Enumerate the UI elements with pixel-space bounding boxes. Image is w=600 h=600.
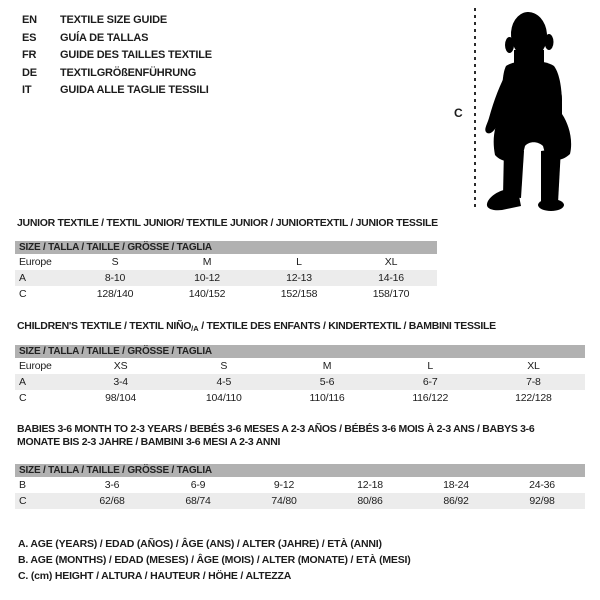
size-value-cell: 24-36 [529, 479, 555, 491]
junior-size-table: SIZE / TALLA / TAILLE / GRÖSSE / TAGLIA … [15, 241, 437, 302]
size-value-cell: 3-6 [104, 479, 120, 491]
size-value-cell: 4-5 [216, 376, 232, 388]
language-title: GUÍA DE TALLAS [60, 31, 149, 44]
row-label: A [19, 272, 26, 284]
size-value-cell: 6-9 [190, 479, 206, 491]
language-title: GUIDE DES TAILLES TEXTILE [60, 49, 212, 62]
size-value-cell: 12-18 [357, 479, 383, 491]
baby-silhouette [485, 12, 572, 211]
size-value-cell: 3-4 [113, 376, 128, 388]
size-value-cell: 18-24 [443, 479, 469, 491]
language-code: DE [22, 66, 37, 79]
size-value-cell: 12-13 [286, 272, 312, 284]
babies-table-title: BABIES 3-6 MONTH TO 2-3 YEARS / BEBÉS 3-… [17, 423, 535, 448]
size-value-cell: XS [113, 360, 128, 372]
children-title-sub: /A [191, 324, 199, 333]
table-row: A 8-10 10-12 12-13 14-16 [15, 270, 437, 286]
babies-size-table: SIZE / TALLA / TAILLE / GRÖSSE / TAGLIA … [15, 464, 585, 509]
language-title: GUIDA ALLE TAGLIE TESSILI [60, 84, 209, 97]
size-value-cell: 128/140 [96, 288, 134, 300]
language-row-es: ES GUÍA DE TALLAS [22, 30, 212, 48]
language-row-en: EN TEXTILE SIZE GUIDE [22, 12, 212, 30]
footnotes: A. AGE (YEARS) / EDAD (AÑOS) / ÂGE (ANS)… [18, 536, 411, 584]
row-label: C [19, 288, 27, 300]
language-code: FR [22, 49, 37, 62]
language-code: ES [22, 31, 37, 44]
size-value-cell: 92/98 [529, 495, 555, 507]
size-value-cell: M [322, 360, 332, 372]
note-b: B. AGE (MONTHS) / EDAD (MESES) / ÂGE (MO… [18, 554, 411, 566]
height-figure: C [440, 0, 600, 220]
size-value-cell: 5-6 [319, 376, 335, 388]
size-value-cell: 110/116 [309, 392, 345, 404]
size-value-cell: 74/80 [271, 495, 297, 507]
table-row: A 3-4 4-5 5-6 6-7 7-8 [15, 374, 585, 390]
children-title-post: / TEXTILE DES ENFANTS / KINDERTEXTIL / B… [198, 320, 496, 332]
size-header-bar: SIZE / TALLA / TAILLE / GRÖSSE / TAGLIA [15, 345, 585, 358]
table-row: C 98/104 104/110 110/116 116/122 122/128 [15, 390, 585, 406]
language-code: EN [22, 14, 37, 26]
size-header-bar: SIZE / TALLA / TAILLE / GRÖSSE / TAGLIA [15, 464, 585, 477]
height-dashed-line [474, 8, 476, 208]
children-title-pre: CHILDREN'S TEXTILE / TEXTIL NIÑO [17, 320, 192, 332]
children-table-rows: Europe XS S M L XL A 3-4 4-5 5-6 6-7 7-8 C 98/104 104/… [15, 358, 585, 406]
row-label: A [19, 376, 26, 388]
size-value-cell: L [296, 256, 302, 268]
language-title: TEXTILGRÖßENFÜHRUNG [60, 66, 197, 79]
row-label: Europe [19, 360, 52, 372]
junior-table-title: JUNIOR TEXTILE / TEXTIL JUNIOR/ TEXTILE … [17, 217, 438, 229]
size-value-cell: 9-12 [273, 479, 295, 491]
note-c: C. (cm) HEIGHT / ALTURA / HAUTEUR / HÖHE… [18, 570, 292, 582]
size-value-cell: 6-7 [422, 376, 438, 388]
size-value-cell: XL [384, 256, 398, 268]
table-row: Europe XS S M L XL [15, 358, 585, 374]
size-value-cell: XL [527, 360, 540, 372]
language-legend: EN TEXTILE SIZE GUIDE ES GUÍA DE TALLAS … [22, 12, 212, 100]
row-label: Europe [19, 256, 52, 268]
table-row: C 62/68 68/74 74/80 80/86 86/92 92/98 [15, 493, 585, 509]
size-value-cell: 62/68 [99, 495, 125, 507]
size-value-cell: 80/86 [357, 495, 383, 507]
language-row-fr: FR GUIDE DES TAILLES TEXTILE [22, 47, 212, 65]
language-row-it: IT GUIDA ALLE TAGLIE TESSILI [22, 82, 212, 100]
junior-table-rows: Europe S M L XL A 8-10 10-12 12-13 14-16 C 128/140 1… [15, 254, 437, 302]
size-value-cell: 14-16 [378, 272, 404, 284]
size-value-cell: S [111, 256, 119, 268]
language-row-de: DE TEXTILGRÖßENFÜHRUNG [22, 65, 212, 83]
size-value-cell: 152/158 [280, 288, 318, 300]
table-row: Europe S M L XL [15, 254, 437, 270]
table-row: B 3-6 6-9 9-12 12-18 18-24 24-36 [15, 477, 585, 493]
size-value-cell: L [427, 360, 434, 372]
size-value-cell: 116/122 [412, 392, 449, 404]
size-value-cell: 8-10 [104, 272, 126, 284]
size-value-cell: S [220, 360, 228, 372]
size-value-cell: 98/104 [105, 392, 137, 404]
row-label: B [19, 479, 26, 491]
language-code: IT [22, 84, 32, 97]
size-value-cell: 122/128 [515, 392, 552, 404]
language-title: TEXTILE SIZE GUIDE [60, 14, 168, 26]
size-header-bar: SIZE / TALLA / TAILLE / GRÖSSE / TAGLIA [15, 241, 437, 254]
size-value-cell: 7-8 [526, 376, 541, 388]
size-value-cell: 158/170 [372, 288, 410, 300]
size-value-cell: 68/74 [185, 495, 211, 507]
size-value-cell: 10-12 [194, 272, 220, 284]
note-a: A. AGE (YEARS) / EDAD (AÑOS) / ÂGE (ANS)… [18, 538, 382, 550]
table-row: C 128/140 140/152 152/158 158/170 [15, 286, 437, 302]
row-label: C [19, 495, 27, 507]
size-value-cell: 140/152 [188, 288, 226, 300]
children-table-title: CHILDREN'S TEXTILE / TEXTIL NIÑO/A / TEX… [17, 320, 537, 335]
height-label-c: C [454, 106, 463, 120]
row-label: C [19, 392, 27, 404]
children-size-table: SIZE / TALLA / TAILLE / GRÖSSE / TAGLIA … [15, 345, 585, 406]
size-value-cell: M [202, 256, 212, 268]
size-value-cell: 104/110 [205, 392, 242, 404]
size-value-cell: 86/92 [443, 495, 469, 507]
babies-table-rows: B 3-6 6-9 9-12 12-18 18-24 24-36 C 62/68 68/74 74/… [15, 477, 585, 509]
